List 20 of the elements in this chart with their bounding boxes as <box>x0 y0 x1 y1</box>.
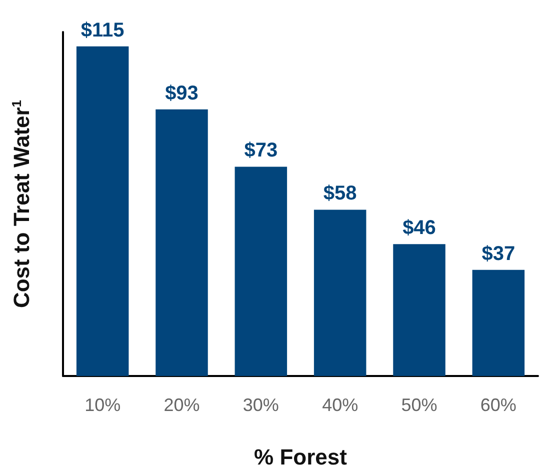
x-tick-label: 10% <box>84 395 121 415</box>
bar <box>234 166 288 376</box>
data-label: $115 <box>80 19 124 42</box>
bar <box>76 46 129 376</box>
y-axis-title: Cost to Treat Water1 <box>9 100 34 308</box>
data-label: $37 <box>482 242 516 265</box>
x-tick-label: 60% <box>480 395 516 415</box>
x-tick-label: 20% <box>164 395 200 415</box>
bar <box>472 270 525 376</box>
data-label: $73 <box>244 140 278 162</box>
x-tick-label: 40% <box>322 395 358 415</box>
data-label: $46 <box>402 217 436 240</box>
bar <box>314 210 366 376</box>
x-axis-title: % Forest <box>254 444 348 470</box>
data-label: $58 <box>323 182 357 205</box>
bar <box>156 109 208 376</box>
bar <box>393 244 446 376</box>
x-tick-label: 50% <box>401 395 438 415</box>
x-tick-label: 30% <box>242 395 279 415</box>
data-label: $93 <box>165 82 198 104</box>
